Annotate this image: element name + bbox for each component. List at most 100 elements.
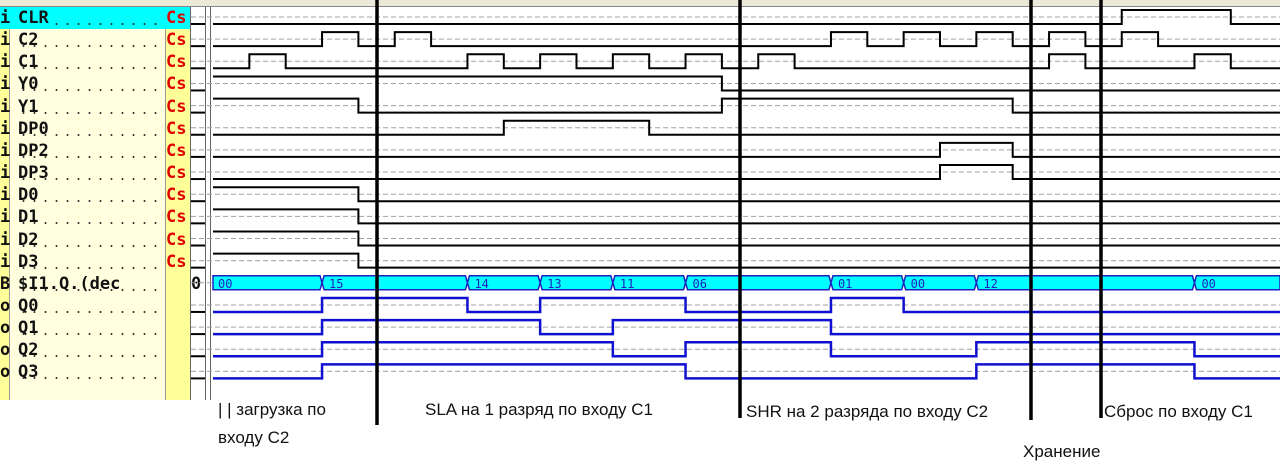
bus-segment-label: 12 — [983, 277, 997, 291]
leader-dots — [18, 222, 162, 225]
bus-segment-label: 00 — [1201, 277, 1215, 291]
signal-tag: Cs — [166, 251, 187, 272]
signal-row-q1[interactable]: o Q1 — [0, 317, 190, 339]
leader-dots — [18, 355, 162, 358]
signal-row-dp3[interactable]: i DP3 Cs — [0, 162, 190, 184]
signal-name: Q3 — [18, 362, 39, 383]
signal-row-clr[interactable]: i CLR Cs — [0, 7, 190, 29]
time-ruler[interactable] — [0, 0, 1280, 7]
signal-type: i — [0, 96, 11, 117]
signal-row-dp2[interactable]: i DP2 Cs — [0, 140, 190, 162]
signal-type: o — [0, 340, 11, 361]
signal-tag: Cs — [166, 96, 187, 117]
bus-segment-label: 00 — [218, 277, 232, 291]
note-shr: SHR на 2 разряда по входу С2 — [746, 402, 989, 421]
leader-dots — [18, 310, 162, 313]
signal-list: i CLR Cs i C2 Cs i C1 Cs i Y0 Cs i Y1 Cs i DP0 Cs i DP2 Cs i D… — [0, 7, 212, 400]
leader-dots — [18, 155, 162, 158]
waveform-q3 — [213, 363, 1280, 380]
signal-type: B — [0, 273, 11, 294]
bus-segment — [612, 275, 687, 291]
signal-name: DP2 — [18, 140, 49, 161]
leader-dots — [18, 89, 162, 92]
signal-row-y0[interactable]: i Y0 Cs — [0, 73, 190, 95]
signal-name: CLR — [18, 8, 51, 28]
leader-dots — [18, 288, 162, 291]
signal-name: Y1 — [18, 96, 39, 117]
signal-type: i — [0, 140, 11, 161]
waveform-d2 — [213, 230, 1280, 247]
signal-tag: Cs — [166, 185, 187, 206]
waveform-q1 — [213, 318, 1280, 336]
signal-row-d2[interactable]: i D2 Cs — [0, 229, 190, 251]
signal-name: D1 — [18, 207, 39, 228]
signal-name: C2 — [18, 30, 39, 51]
signal-tag: Cs — [166, 118, 187, 139]
bus-segment — [466, 275, 541, 291]
type-column — [0, 7, 10, 400]
bus-segment — [975, 275, 1196, 291]
signal-row-q3[interactable]: o Q3 — [0, 361, 190, 383]
signal-name: Q1 — [18, 318, 39, 339]
waveform-dp3 — [213, 164, 1280, 181]
bus-segment — [1193, 275, 1280, 291]
waveform-d1 — [213, 208, 1280, 225]
note-sla: SLA на 1 разряд по входу С1 — [425, 400, 653, 419]
waveform-y0 — [213, 75, 1280, 92]
signal-row-c2[interactable]: i C2 Cs — [0, 29, 190, 51]
signal-row-q2[interactable]: o Q2 — [0, 339, 190, 361]
signal-row-y1[interactable]: i Y1 Cs — [0, 96, 190, 118]
leader-dots — [18, 133, 162, 136]
leader-dots — [18, 266, 162, 269]
signal-type: i — [0, 251, 11, 272]
signal-row-c1[interactable]: i C1 Cs — [0, 51, 190, 73]
signal-tag: Cs — [166, 30, 187, 51]
column-divider[interactable] — [207, 7, 211, 400]
leader-dots — [18, 67, 162, 70]
leader-dots — [18, 377, 162, 380]
leader-dots — [18, 200, 162, 203]
signal-name: Q0 — [18, 295, 39, 316]
signal-type: i — [0, 207, 11, 228]
leader-dots — [18, 23, 162, 25]
signal-row-q0[interactable]: o Q0 — [0, 295, 190, 317]
note-load-line1: | | загрузка по — [218, 400, 326, 419]
note-hold: Хранение — [1023, 442, 1101, 461]
leader-dots — [18, 244, 162, 247]
bus-segment-label: 15 — [329, 277, 343, 291]
signal-row-i1qdec[interactable]: B $I1.Q.(dec 0 — [0, 273, 201, 295]
waveform-dp2 — [213, 141, 1280, 158]
signal-name: D2 — [18, 229, 39, 250]
signal-type: o — [0, 362, 11, 383]
waveform-d3 — [213, 252, 1280, 269]
signal-name: DP0 — [18, 118, 49, 139]
signal-name: Y0 — [18, 74, 39, 95]
note-reset: Сброс по входу С1 — [1104, 402, 1253, 421]
signal-type: i — [0, 52, 11, 73]
bus-segment — [830, 275, 905, 291]
signal-row-dp0[interactable]: i DP0 Cs — [0, 118, 190, 140]
signal-name: DP3 — [18, 163, 49, 184]
signal-tag: Cs — [166, 229, 187, 250]
signal-type: i — [0, 30, 11, 51]
signal-row-d0[interactable]: i D0 Cs — [0, 184, 190, 206]
bus-segment — [539, 275, 614, 291]
bus-segment-label: 01 — [838, 277, 852, 291]
waveform-c2 — [213, 31, 1280, 48]
signal-row-d3[interactable]: i D3 Cs — [0, 251, 190, 273]
bus-segment-label: 14 — [474, 277, 488, 291]
signal-tag: Cs — [166, 140, 187, 161]
leader-dots — [18, 45, 162, 48]
signal-name: D0 — [18, 185, 39, 206]
bus-segment — [321, 275, 469, 291]
bus-segment — [902, 275, 978, 291]
signal-type: i — [0, 8, 11, 28]
signal-type: i — [0, 163, 11, 184]
waveform-y1 — [213, 97, 1280, 114]
signal-row-d1[interactable]: i D1 Cs — [0, 206, 190, 228]
signal-tag: Cs — [166, 207, 187, 228]
waveform-q2 — [213, 341, 1280, 358]
signal-tag: Cs — [166, 74, 187, 95]
leader-dots — [18, 111, 162, 114]
